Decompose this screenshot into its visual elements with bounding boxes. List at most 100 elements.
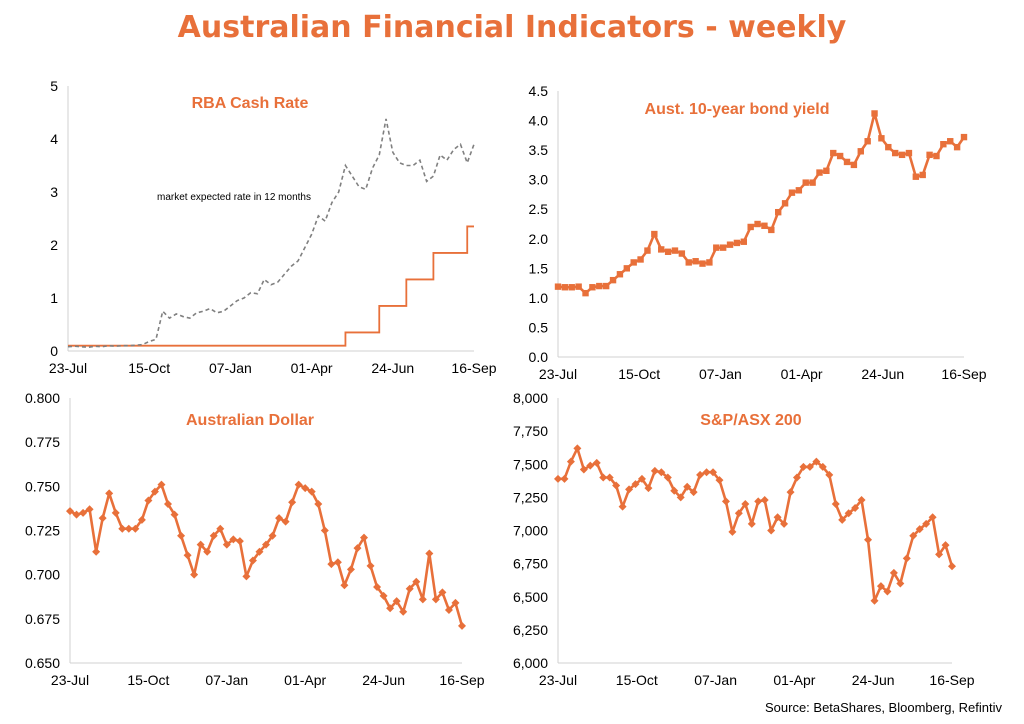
y-tick-label: 3 xyxy=(50,184,58,200)
x-tick-label: 16-Sep xyxy=(929,672,974,688)
rba-cash-rate-chart: 0 1 2 3 4 5 23-Jul 15-Oct 07-Jan 01-Apr 24-Jun 16-S… xyxy=(0,70,500,390)
asx200-data-point xyxy=(715,476,724,485)
asx200-data-point xyxy=(657,468,666,477)
bond-yield-point xyxy=(830,149,837,157)
y-tick-label: 2.5 xyxy=(529,201,549,217)
bond-yield-point xyxy=(575,283,582,290)
aud-data-point xyxy=(353,544,362,553)
aud-data-point xyxy=(66,507,74,516)
y-tick-label: 4.5 xyxy=(529,83,549,99)
asx200-data-point xyxy=(573,444,582,453)
bond-yield-point xyxy=(747,223,754,231)
aud-data-point xyxy=(320,526,329,535)
asx200-data-point xyxy=(696,470,705,479)
x-tick-label: 24-Jun xyxy=(362,672,405,688)
y-tick-label: 7,000 xyxy=(513,523,548,539)
asx200-data-point xyxy=(948,562,956,571)
aud-data-point xyxy=(314,500,323,508)
asx200-data-point xyxy=(670,486,679,495)
y-tick-label: 3.0 xyxy=(529,172,549,188)
asx200-data-point xyxy=(851,503,860,512)
asx200-data-point xyxy=(637,474,646,483)
bond-yield-point xyxy=(582,289,589,297)
aud-data-point xyxy=(209,531,218,540)
aud-data-point xyxy=(183,551,192,560)
y-tick-label: 0.700 xyxy=(25,567,60,583)
aud-data-point xyxy=(425,549,434,558)
bond-yield-point xyxy=(926,151,933,159)
asx200-data-point xyxy=(909,531,918,540)
x-tick-label: 23-Jul xyxy=(539,672,577,688)
y-tick-label: 6,000 xyxy=(513,655,548,671)
asx200-data-point xyxy=(650,466,659,475)
aud-data-point xyxy=(235,537,244,546)
y-tick-label: 6,500 xyxy=(513,589,548,605)
aud-data-point xyxy=(444,606,453,614)
aud-data-point xyxy=(85,505,94,514)
aud-data-point xyxy=(203,547,212,556)
aud-data-point xyxy=(177,531,186,540)
x-tick-label: 15-Oct xyxy=(127,672,169,688)
asx200-data-point xyxy=(644,484,653,493)
asx200-data-point xyxy=(870,596,879,605)
aud-data-point xyxy=(131,524,140,533)
bond-yield-point xyxy=(554,283,562,290)
x-tick-label: 16-Sep xyxy=(941,366,986,382)
aud-data-point xyxy=(92,547,101,556)
bond-yield-point xyxy=(719,244,727,251)
rba-cash-rate-svg: 0 1 2 3 4 5 23-Jul 15-Oct 07-Jan 01-Apr 24-Jun 16-S… xyxy=(49,78,497,376)
asx200-data-point xyxy=(605,473,614,482)
asx200-data-point xyxy=(579,465,588,474)
asx200-data-point xyxy=(560,474,569,483)
asx200-data-point xyxy=(941,541,950,550)
x-tick-label: 23-Jul xyxy=(51,672,89,688)
y-tick-label: 2 xyxy=(50,237,58,253)
aud-data-point xyxy=(333,558,342,567)
y-tick-label: 2.0 xyxy=(529,231,549,247)
aud-data-point xyxy=(458,621,466,630)
bond-yield-point xyxy=(706,259,713,266)
x-tick-label: 23-Jul xyxy=(49,360,87,376)
aud-data-point xyxy=(137,515,146,524)
x-tick-label: 23-Jul xyxy=(539,366,577,382)
asx200-data-point xyxy=(864,535,873,544)
y-tick-label: 1.5 xyxy=(529,260,549,276)
x-tick-label: 07-Jan xyxy=(699,366,742,382)
y-tick-label: 0.800 xyxy=(25,390,60,406)
y-tick-label: 1 xyxy=(50,290,58,306)
asx200-data-point xyxy=(631,480,640,489)
y-tick-label: 7,250 xyxy=(513,489,548,505)
asx200-data-point xyxy=(883,587,892,596)
bond-yield-point xyxy=(885,143,892,151)
aud-data-point xyxy=(222,540,231,549)
aud-data-point xyxy=(262,540,270,549)
chart-title: Aust. 10-year bond yield xyxy=(645,101,830,118)
asx200-data-point xyxy=(922,519,931,528)
asx200-data-point xyxy=(734,509,743,518)
y-tick-label: 4 xyxy=(50,131,58,147)
y-tick-label: 0 xyxy=(50,343,58,359)
y-tick-label: 0.750 xyxy=(25,478,60,494)
source-note: Source: BetaShares, Bloomberg, Refintiv xyxy=(764,700,1002,715)
asx200-data-point xyxy=(683,482,692,491)
asx200-data-point xyxy=(792,473,801,482)
x-tick-label: 16-Sep xyxy=(451,360,496,376)
australian-dollar-chart: 0.650 0.675 0.700 0.725 0.750 0.775 0.800 23-Ju… xyxy=(0,385,500,700)
aud-data-point xyxy=(405,584,414,593)
asx200-data-point xyxy=(928,513,937,522)
aud-data-point xyxy=(118,524,127,533)
bond-yield-point xyxy=(754,220,761,228)
x-tick-label: 16-Sep xyxy=(439,672,484,688)
asx200-chart: 6,000 6,250 6,500 6,750 7,000 7,250 7,500 7,750… xyxy=(505,385,1020,700)
aud-data-point xyxy=(281,517,290,526)
x-tick-label: 15-Oct xyxy=(618,366,660,382)
bond-series-line-0 xyxy=(557,112,966,295)
asx200-data-point xyxy=(889,568,898,577)
bond-yield-point xyxy=(664,248,672,255)
asx200-data-point xyxy=(612,481,621,490)
aud-data-point xyxy=(366,561,375,570)
aud-data-point xyxy=(301,484,310,493)
asx200-data-point xyxy=(676,493,685,502)
bond-yield-point xyxy=(602,282,610,290)
bond-yield-point xyxy=(699,260,706,267)
